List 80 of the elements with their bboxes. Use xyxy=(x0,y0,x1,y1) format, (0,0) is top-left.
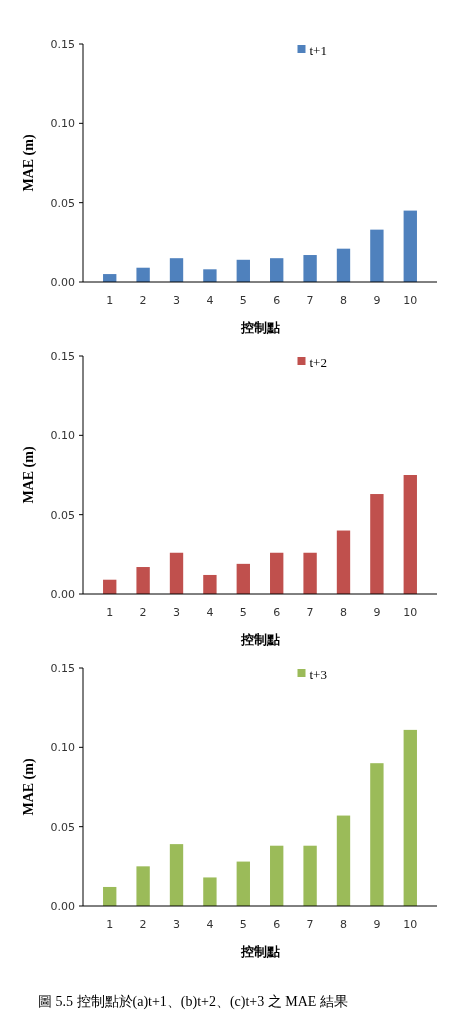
bar xyxy=(136,866,150,906)
bar xyxy=(303,255,317,282)
y-axis-title: MAE (m) xyxy=(21,446,37,504)
y-tick-label: 0.05 xyxy=(50,508,75,522)
x-tick-label: 6 xyxy=(273,918,281,931)
bar xyxy=(336,815,351,906)
x-tick-label: 9 xyxy=(373,606,381,619)
x-tick-label: 7 xyxy=(306,294,314,307)
bar xyxy=(136,267,150,282)
bar xyxy=(270,845,284,906)
bar xyxy=(169,844,184,906)
y-tick-label: 0.15 xyxy=(50,661,75,675)
x-tick-label: 4 xyxy=(206,606,214,619)
x-tick-label: 10 xyxy=(403,294,418,307)
x-tick-label: 1 xyxy=(106,606,114,619)
bar xyxy=(103,886,117,906)
y-tick-label: 0.00 xyxy=(50,899,75,913)
x-tick-label: 7 xyxy=(306,606,314,619)
y-tick-label: 0.05 xyxy=(50,196,75,210)
x-tick-label: 6 xyxy=(273,294,281,307)
x-tick-label: 2 xyxy=(139,606,147,619)
x-axis-title: 控制點 xyxy=(239,944,280,959)
bar xyxy=(370,229,384,282)
x-tick-label: 8 xyxy=(339,294,347,307)
bar xyxy=(169,552,184,594)
x-tick-label: 8 xyxy=(339,606,347,619)
bar xyxy=(336,530,351,594)
bar xyxy=(403,729,417,906)
x-tick-label: 9 xyxy=(373,918,381,931)
bar xyxy=(270,258,284,282)
y-tick-label: 0.10 xyxy=(50,429,75,443)
x-axis-title: 控制點 xyxy=(239,320,280,335)
legend-label: t+1 xyxy=(309,42,327,58)
y-tick-label: 0.10 xyxy=(50,741,75,755)
legend-label: t+3 xyxy=(309,666,327,682)
x-tick-label: 5 xyxy=(239,294,247,307)
bar xyxy=(203,574,217,594)
x-tick-label: 6 xyxy=(273,606,281,619)
x-tick-label: 3 xyxy=(173,606,181,619)
x-tick-label: 5 xyxy=(239,918,247,931)
x-tick-label: 1 xyxy=(106,918,114,931)
legend-label: t+2 xyxy=(309,354,327,370)
bar xyxy=(270,552,284,594)
x-axis-title: 控制點 xyxy=(239,632,280,647)
x-tick-label: 10 xyxy=(403,918,418,931)
y-axis-title: MAE (m) xyxy=(21,758,37,816)
x-tick-label: 1 xyxy=(106,294,114,307)
bar xyxy=(203,269,217,282)
y-tick-label: 0.10 xyxy=(50,117,75,131)
bar xyxy=(303,552,317,594)
x-tick-label: 4 xyxy=(206,918,214,931)
y-tick-label: 0.00 xyxy=(50,275,75,289)
y-tick-label: 0.15 xyxy=(50,37,75,51)
bar xyxy=(370,494,384,594)
y-tick-label: 0.05 xyxy=(50,820,75,834)
x-tick-label: 10 xyxy=(403,606,418,619)
y-tick-label: 0.00 xyxy=(50,587,75,601)
x-tick-label: 2 xyxy=(139,294,147,307)
x-tick-label: 8 xyxy=(339,918,347,931)
bar xyxy=(136,567,150,594)
x-tick-label: 7 xyxy=(306,918,314,931)
x-tick-label: 5 xyxy=(239,606,247,619)
bar xyxy=(169,258,184,282)
bar xyxy=(403,210,417,282)
y-axis-title: MAE (m) xyxy=(21,134,37,192)
bar xyxy=(236,861,250,906)
x-tick-label: 4 xyxy=(206,294,214,307)
bar xyxy=(336,248,351,282)
y-tick-label: 0.15 xyxy=(50,349,75,363)
bar xyxy=(236,563,250,594)
bar xyxy=(203,877,217,906)
bar xyxy=(303,845,317,906)
x-tick-label: 9 xyxy=(373,294,381,307)
x-tick-label: 2 xyxy=(139,918,147,931)
caption: 圖 5.5 控制點於(a)t+1、(b)t+2、(c)t+3 之 MAE 結果 xyxy=(38,994,348,1010)
bar xyxy=(236,259,250,282)
bar xyxy=(370,763,384,906)
bar xyxy=(403,475,417,594)
x-tick-label: 3 xyxy=(173,918,181,931)
x-tick-label: 3 xyxy=(173,294,181,307)
